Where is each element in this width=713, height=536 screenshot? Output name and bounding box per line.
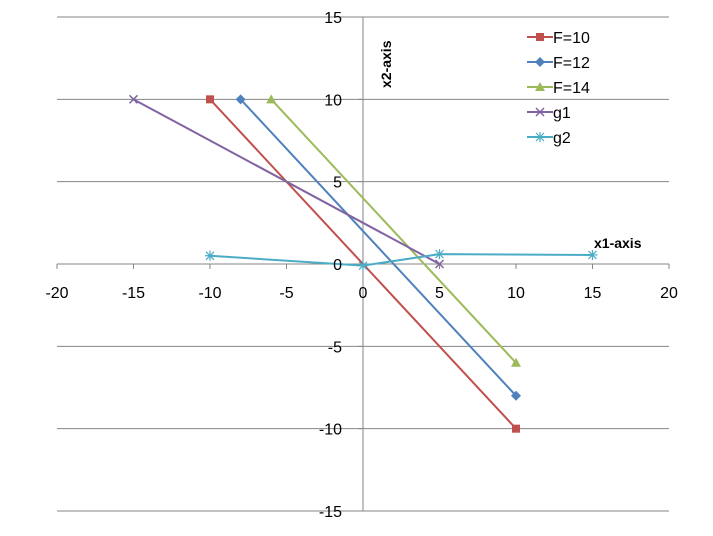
data-point	[206, 95, 214, 104]
x-tick-label: 20	[660, 285, 678, 302]
data-point	[205, 250, 215, 261]
legend-item: g2	[527, 130, 571, 147]
data-point	[266, 94, 277, 104]
data-point	[587, 249, 598, 260]
legend-item: F=12	[527, 55, 590, 72]
x-tick-label: 10	[507, 285, 525, 302]
legend-label: F=12	[553, 55, 590, 72]
data-point	[512, 424, 520, 433]
legend-marker	[536, 33, 544, 41]
x-tick-label: 5	[435, 285, 444, 302]
y-tick-label: 0	[333, 257, 342, 274]
legend-label: g1	[553, 105, 571, 122]
x-tick-label: -20	[45, 285, 68, 302]
x-tick-label: -5	[279, 285, 293, 302]
legend-label: F=14	[553, 80, 590, 97]
series-line	[133, 98, 440, 265]
data-point	[128, 94, 139, 104]
legend-item: F=10	[527, 30, 590, 47]
y-tick-label: -5	[328, 339, 342, 356]
y-tick-label: 10	[324, 92, 342, 109]
y-tick-label: -15	[319, 504, 342, 521]
y-tick-label: 5	[333, 175, 342, 192]
y-tick-label: -10	[319, 422, 342, 439]
legend-marker	[535, 82, 545, 91]
x-tick-label: 15	[584, 285, 602, 302]
legend: F=10 F=12 F=14 g1 g2	[527, 30, 590, 147]
legend-label: F=10	[553, 30, 590, 47]
series-line	[239, 98, 517, 397]
legend-marker	[535, 107, 545, 117]
series-line	[270, 98, 517, 364]
series-g1	[128, 94, 445, 269]
x-tick-label: 0	[359, 285, 368, 302]
data-point	[511, 390, 521, 401]
series-f-12	[235, 94, 521, 401]
data-point	[358, 260, 368, 271]
series-f-14	[266, 94, 521, 367]
series-g2	[205, 249, 598, 271]
legend-item: g1	[527, 105, 571, 122]
x-axis-title: x1-axis	[594, 235, 642, 251]
legend-item: F=14	[527, 80, 590, 97]
data-point	[235, 94, 246, 105]
y-tick-label: 15	[324, 10, 342, 27]
series-line	[209, 253, 593, 267]
x-tick-label: -15	[122, 285, 145, 302]
data-point	[511, 357, 521, 367]
data-point	[434, 249, 445, 260]
legend-marker	[535, 132, 545, 142]
y-axis-title: x2-axis	[378, 40, 394, 88]
tick-labels: -20 -15 -10 -5 0 5 10 15 20 -15 -10 -5 0 5 10 15	[45, 10, 678, 521]
x-tick-label: -10	[198, 285, 221, 302]
series-layer	[128, 94, 598, 433]
data-point	[434, 259, 445, 269]
legend-marker	[535, 57, 545, 67]
legend-label: g2	[553, 130, 571, 147]
